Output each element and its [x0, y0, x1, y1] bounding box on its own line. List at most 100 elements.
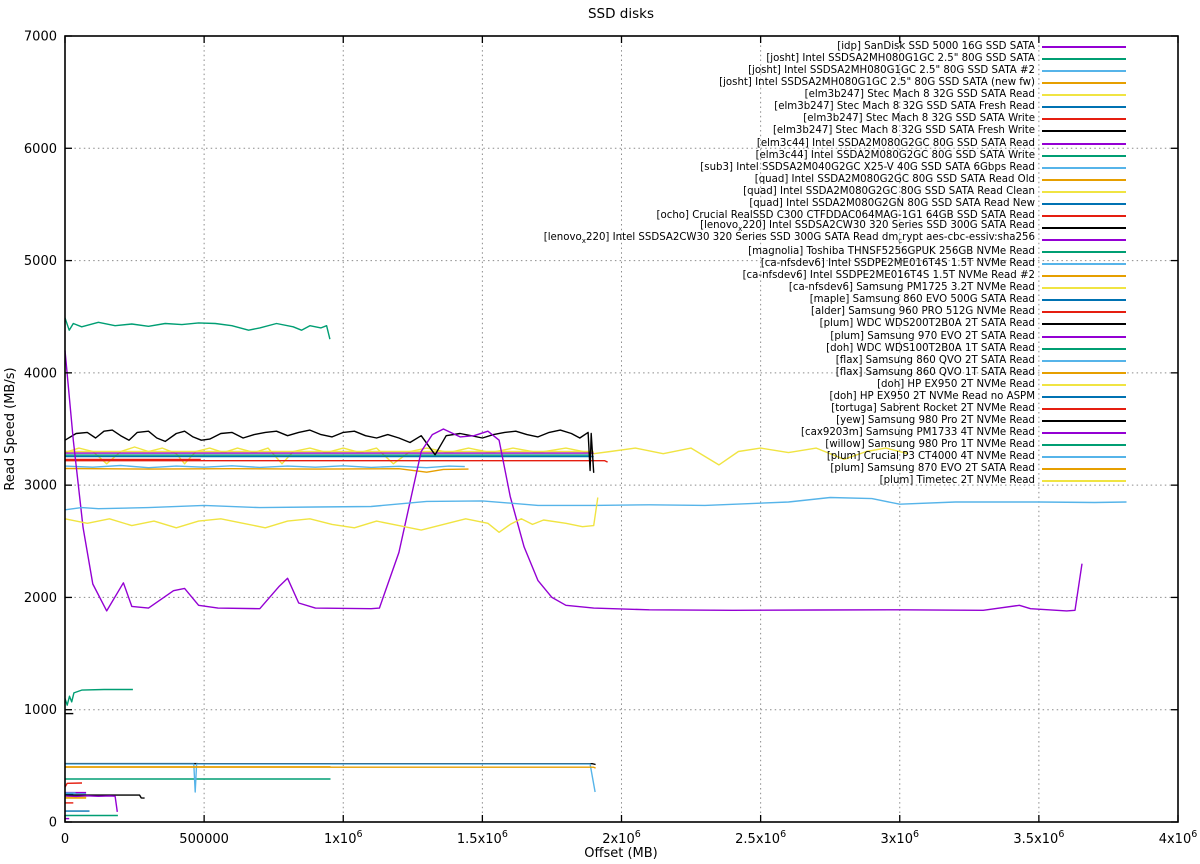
legend-label: [quad] Intel SSDA2M080G2GC 80G SSD SATA …	[743, 185, 1035, 197]
legend-item: [lenovox220] Intel SSDSA2CW30 320 Series…	[544, 220, 1126, 234]
legend-label: [lenovox220] Intel SSDSA2CW30 320 Series…	[543, 232, 1035, 246]
legend-item: [plum] Samsung 870 EVO 2T SATA Read	[544, 463, 1126, 475]
legend-label: [maple] Samsung 860 EVO 500G SATA Read	[809, 294, 1035, 306]
legend-item: [tortuga] Sabrent Rocket 2T NVMe Read	[544, 403, 1126, 415]
legend-line-sample	[1042, 58, 1126, 61]
legend-line-sample	[1042, 226, 1126, 229]
legend-label: [quad] Intel SSDA2M080G2GC 80G SSD SATA …	[754, 173, 1035, 185]
legend-line-sample	[1042, 456, 1126, 459]
legend-line-sample	[1042, 154, 1126, 157]
legend-label: [ca-nfsdev6] Samsung PM1725 3.2T NVMe Re…	[788, 282, 1035, 294]
legend-label: [lenovox220] Intel SSDSA2CW30 320 Series…	[700, 220, 1035, 234]
legend-line-sample	[1042, 480, 1126, 483]
legend-item: [doh] WDC WDS100T2B0A 1T SATA Read	[544, 343, 1126, 355]
legend-item: [plum] Crucial P3 CT4000 4T NVMe Read	[544, 451, 1126, 463]
x-tick-label: 500000	[179, 832, 229, 847]
series-line-plum-crucial-p3-ct4000-4t-nvme-read	[64, 496, 1127, 511]
series-line-ocho-crucial-realssd-c300-ctfddac064mag-1g1-64gb-ssd-sata-read	[64, 782, 83, 788]
legend-item: [willow] Samsung 980 Pro 1T NVMe Read	[544, 439, 1126, 451]
legend-line-sample	[1042, 46, 1126, 49]
y-tick-label: 2000	[24, 591, 57, 606]
legend-line-sample	[1042, 444, 1126, 447]
x-tick-label: 2.5x106	[735, 829, 786, 847]
plot-frame: 0 500000 1x106 1.5x106 2x106 2.5x106 3x106 3.5x…	[24, 30, 1197, 848]
legend-line-sample	[1042, 202, 1126, 205]
legend-line-sample	[1042, 419, 1126, 422]
legend-line-sample	[1042, 118, 1126, 121]
legend-item: [ca-nfsdev6] Intel SSDPE2ME016T4S 1.5T N…	[544, 270, 1126, 282]
y-tick-label: 7000	[24, 30, 57, 45]
y-tick-label: 5000	[24, 254, 57, 269]
legend-line-sample	[1042, 190, 1126, 193]
legend-label: [ca-nfsdev6] Intel SSDPE2ME016T4S 1.5T N…	[760, 258, 1035, 270]
x-tick-label: 1x106	[324, 829, 363, 847]
y-tick-label: 4000	[24, 366, 57, 381]
legend-item: [elm3c44] Intel SSDA2M080G2GC 80G SSD SA…	[544, 150, 1126, 162]
x-tick-label: 3x106	[880, 829, 919, 847]
series-line-yew-samsung-980-pro-2t-nvme-read	[64, 429, 595, 473]
data-series	[64, 317, 1127, 820]
legend-line-sample	[1042, 106, 1126, 109]
legend-label: [elm3b247] Stec Mach 8 32G SSD SATA Fres…	[772, 125, 1035, 137]
legend-item: [ca-nfsdev6] Samsung PM1725 3.2T NVMe Re…	[544, 282, 1126, 294]
legend-label: [ca-nfsdev6] Intel SSDPE2ME016T4S 1.5T N…	[742, 270, 1035, 282]
legend-item: [doh] HP EX950 2T NVMe Read no ASPM	[544, 391, 1126, 403]
legend-item: [ca-nfsdev6] Intel SSDPE2ME016T4S 1.5T N…	[544, 258, 1126, 270]
x-axis-label: Offset (MB)	[584, 846, 657, 861]
series-line-cax9203m-samsung-pm1733-4t-nvme-read	[64, 350, 1083, 612]
legend-line-sample	[1042, 383, 1126, 386]
legend-line-sample	[1042, 251, 1126, 254]
legend-line-sample	[1042, 359, 1126, 362]
y-axis-label: Read Speed (MB/s)	[3, 367, 18, 490]
legend-line-sample	[1042, 432, 1126, 435]
legend-line-sample	[1042, 70, 1126, 73]
series-line-willow-samsung-980-pro-1t-nvme-read	[64, 317, 331, 340]
legend-label: [tortuga] Sabrent Rocket 2T NVMe Read	[831, 402, 1035, 414]
series-line-plum-timetec-2t-nvme-read	[64, 497, 599, 533]
legend-label: [idp] SanDisk SSD 5000 16G SSD SATA	[837, 41, 1035, 52]
legend-label: [elm3b247] Stec Mach 8 32G SSD SATA Read	[804, 89, 1035, 101]
legend-item: [yew] Samsung 980 Pro 2T NVMe Read	[544, 415, 1126, 427]
legend-line-sample	[1042, 166, 1126, 169]
legend-item: [plum] WDC WDS200T2B0A 2T SATA Read	[544, 318, 1126, 330]
legend-item: [quad] Intel SSDA2M080G2GC 80G SSD SATA …	[544, 186, 1126, 198]
series-line-lenovo-x220-intel-ssdsa2cw30-320-series-ssd-300g-sata-read-dm-crypt-aes-cbc-essiv-sha256	[64, 795, 118, 812]
legend-label: [plum] WDC WDS200T2B0A 2T SATA Read	[819, 318, 1035, 330]
legend-label: [plum] Samsung 970 EVO 2T SATA Read	[830, 330, 1035, 342]
legend-line-sample	[1042, 371, 1126, 374]
legend-item: [maple] Samsung 860 EVO 500G SATA Read	[544, 294, 1126, 306]
legend: [idp] SanDisk SSD 5000 16G SSD SATA [josh…	[544, 41, 1126, 487]
x-tick-label: 4x106	[1159, 829, 1198, 847]
legend-line-sample	[1042, 347, 1126, 350]
legend-line-sample	[1042, 323, 1126, 326]
legend-label: [elm3b247] Stec Mach 8 32G SSD SATA Writ…	[803, 113, 1035, 125]
y-tick-label: 3000	[24, 479, 57, 494]
legend-label: [josht] Intel SSDSA2MH080G1GC 2.5" 80G S…	[748, 65, 1035, 77]
legend-label: [doh] WDC WDS100T2B0A 1T SATA Read	[826, 342, 1035, 354]
legend-label: [flax] Samsung 860 QVO 2T SATA Read	[835, 354, 1035, 366]
legend-line-sample	[1042, 130, 1126, 133]
legend-label: [plum] Timetec 2T NVMe Read	[879, 475, 1035, 487]
legend-label: [elm3c44] Intel SSDA2M080G2GC 80G SSD SA…	[755, 149, 1035, 161]
legend-line-sample	[1042, 395, 1126, 398]
legend-item: [quad] Intel SSDA2M080G2GN 80G SSD SATA …	[544, 198, 1126, 210]
legend-line-sample	[1042, 311, 1126, 314]
y-tick-label: 0	[49, 816, 57, 831]
legend-item: [elm3b247] Stec Mach 8 32G SSD SATA Fres…	[544, 125, 1126, 137]
legend-item: [plum] Samsung 970 EVO 2T SATA Read	[544, 331, 1126, 343]
legend-item: [magnolia] Toshiba THNSF5256GPUK 256GB N…	[544, 246, 1126, 258]
legend-item: [josht] Intel SSDSA2MH080G1GC 2.5" 80G S…	[544, 77, 1126, 89]
legend-line-sample	[1042, 82, 1126, 85]
legend-label: [cax9203m] Samsung PM1733 4T NVMe Read	[801, 427, 1035, 438]
legend-item: [cax9203m] Samsung PM1733 4T NVMe Read	[544, 427, 1126, 439]
legend-line-sample	[1042, 178, 1126, 181]
legend-line-sample	[1042, 468, 1126, 471]
legend-item: [alder] Samsung 960 PRO 512G NVMe Read	[544, 306, 1126, 318]
legend-line-sample	[1042, 142, 1126, 145]
series-line-magnolia-toshiba-thnsf5256gpuk-256gb-nvme-read	[64, 688, 133, 706]
legend-item: [ocho] Crucial RealSSD C300 CTFDDAC064MA…	[544, 210, 1126, 222]
legend-label: [sub3] Intel SSDSA2M040G2GC X25-V 40G SS…	[700, 161, 1035, 173]
legend-line-sample	[1042, 287, 1126, 290]
x-tick-label: 0	[61, 832, 69, 847]
